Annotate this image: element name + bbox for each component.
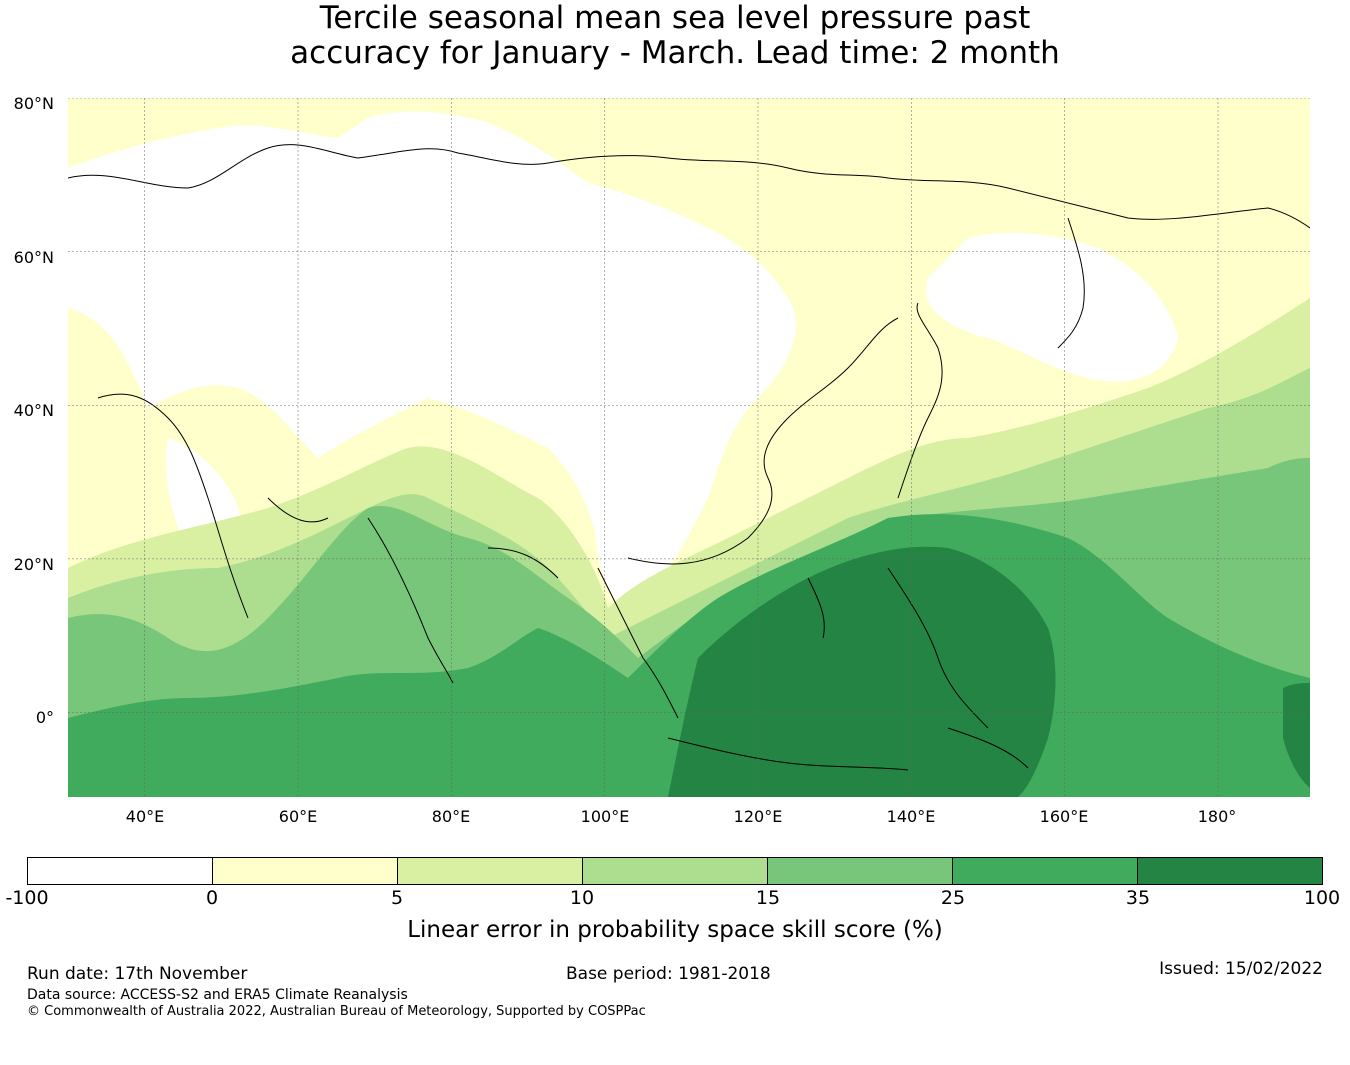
lat-label-equator: 0° [35, 708, 54, 727]
region-negative-skill [68, 111, 797, 613]
colorbar-segment-25-35 [953, 858, 1138, 884]
lon-label-180: 180° [1197, 807, 1237, 826]
base-period: Base period: 1981-2018 [566, 964, 771, 984]
lat-label-40n: 40°N [13, 401, 54, 420]
skill-score-map [68, 98, 1310, 797]
lon-label-80e: 80°E [431, 807, 471, 826]
data-source: Data source: ACCESS-S2 and ERA5 Climate … [27, 987, 408, 1003]
region-negative-skill-east [926, 232, 1178, 382]
colorbar-tick: 0 [205, 887, 219, 909]
title-line-1: Tercile seasonal mean sea level pressure… [319, 0, 1031, 36]
lat-label-60n: 60°N [13, 248, 54, 267]
graticule [68, 98, 1310, 797]
title-line-2: accuracy for January - March. Lead time:… [290, 35, 1060, 71]
coastlines [68, 144, 1310, 771]
colorbar-tick: 10 [569, 887, 595, 909]
region-skill-35-plus-east [1283, 683, 1310, 788]
colorbar-segment-10-15 [583, 858, 768, 884]
colorbar-segment-neg100-0 [28, 858, 213, 884]
colorbar-segment-15-25 [768, 858, 953, 884]
lat-label-80n: 80°N [13, 94, 54, 113]
lon-label-40e: 40°E [125, 807, 165, 826]
lon-label-120e: 120°E [733, 807, 783, 826]
colorbar-tick: 15 [755, 887, 781, 909]
run-date: Run date: 17th November [27, 964, 248, 984]
colorbar-tick: -100 [5, 887, 49, 909]
colorbar-tick: 35 [1125, 887, 1151, 909]
lat-label-20n: 20°N [13, 555, 54, 574]
region-skill-35-plus [668, 546, 1056, 797]
colorbar-tick: 100 [1303, 887, 1341, 909]
map-canvas [68, 98, 1310, 797]
colorbar [27, 857, 1323, 885]
copyright: © Commonwealth of Australia 2022, Austra… [27, 1004, 646, 1019]
colorbar-segment-0-5 [213, 858, 398, 884]
lon-label-100e: 100°E [580, 807, 630, 826]
colorbar-segment-5-10 [398, 858, 583, 884]
lon-label-140e: 140°E [886, 807, 936, 826]
lon-label-160e: 160°E [1039, 807, 1089, 826]
colorbar-segment-35-100 [1138, 858, 1322, 884]
issued-date: Issued: 15/02/2022 [1159, 959, 1323, 979]
colorbar-tick: 25 [940, 887, 966, 909]
colorbar-label: Linear error in probability space skill … [407, 917, 943, 943]
colorbar-tick: 5 [390, 887, 404, 909]
lon-label-60e: 60°E [278, 807, 318, 826]
